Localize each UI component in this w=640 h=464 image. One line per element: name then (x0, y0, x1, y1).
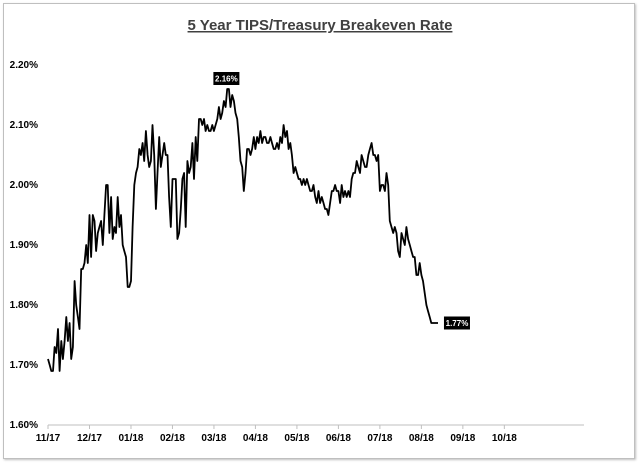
x-tick-label: 09/18 (450, 433, 475, 444)
x-tick-label: 06/18 (326, 433, 351, 444)
y-tick-label: 1.80% (10, 300, 38, 311)
x-tick-label: 02/18 (160, 433, 185, 444)
series-layer (47, 88, 438, 372)
x-tick-label: 12/17 (77, 433, 102, 444)
callout-label: 2.16% (215, 75, 238, 84)
annotation-layer: 2.16% 1.77% (213, 72, 470, 330)
x-tick-label: 07/18 (367, 433, 392, 444)
x-tick-label: 04/18 (243, 433, 268, 444)
chart-frame: 5 Year TIPS/Treasury Breakeven Rate 1.60… (3, 3, 635, 459)
y-tick-label: 1.60% (10, 420, 38, 431)
x-tick-label: 10/18 (492, 433, 517, 444)
y-tick-label: 2.10% (10, 120, 38, 131)
y-tick-label: 2.20% (10, 60, 38, 71)
callout-box (213, 72, 240, 85)
x-tick-label: 11/17 (36, 433, 61, 444)
breakeven-line-chart: 5 Year TIPS/Treasury Breakeven Rate 1.60… (10, 17, 584, 444)
chart-title: 5 Year TIPS/Treasury Breakeven Rate (188, 17, 453, 34)
y-axis: 1.60% 1.70% 1.80% 1.90% 2.00% 2.10% 2.20% (10, 60, 38, 431)
x-tick-label: 05/18 (284, 433, 309, 444)
x-axis: 11/17 12/17 01/18 02/18 03/18 04/18 05/18 06/18… (36, 424, 584, 444)
callout-label: 1.77% (446, 319, 469, 328)
series-line-0 (47, 88, 438, 372)
y-tick-label: 1.90% (10, 240, 38, 251)
callout-1: 1.77% (443, 316, 470, 330)
x-tick-label: 03/18 (201, 433, 226, 444)
callout-box (443, 316, 470, 330)
callout-0: 2.16% (213, 72, 240, 85)
y-tick-label: 2.00% (10, 180, 38, 191)
x-tick-label: 08/18 (409, 433, 434, 444)
x-tick-label: 01/18 (118, 433, 143, 444)
y-tick-label: 1.70% (10, 360, 38, 371)
